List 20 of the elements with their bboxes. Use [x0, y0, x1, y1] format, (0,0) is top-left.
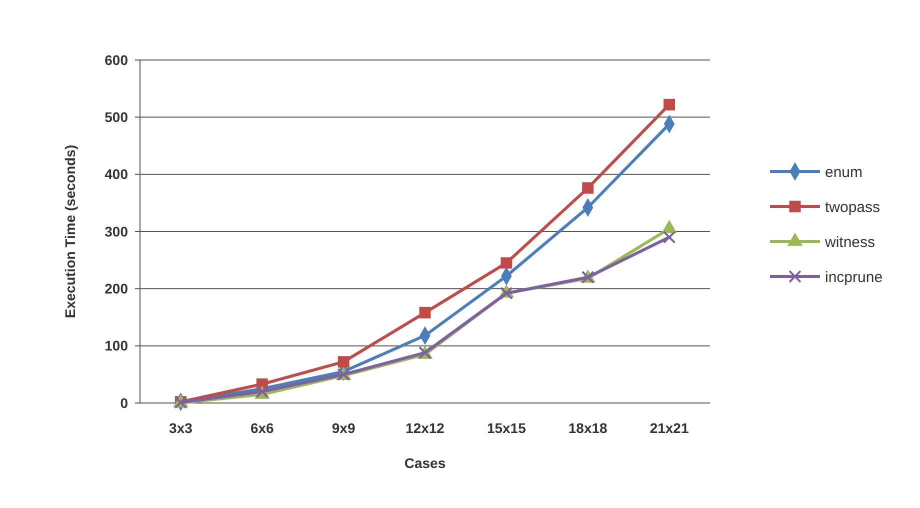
y-tick-label: 600 — [104, 52, 128, 68]
legend-label: witness — [824, 234, 876, 251]
y-tick-label: 300 — [104, 223, 128, 240]
x-tick-label: 9x9 — [332, 420, 356, 436]
x-tick-label: 3x3 — [169, 420, 193, 436]
x-tick-label: 15x15 — [486, 420, 526, 436]
y-tick-label: 200 — [104, 280, 128, 297]
x-tick-label: 18x18 — [568, 420, 608, 436]
y-tick-label: 500 — [104, 109, 128, 126]
x-axis-title: Cases — [404, 455, 446, 471]
y-tick-label: 100 — [104, 338, 128, 354]
legend-label: enum — [825, 164, 863, 181]
legend-label: twopass — [825, 198, 880, 216]
y-tick-label: 0 — [120, 394, 128, 411]
x-tick-label: 21x21 — [650, 420, 689, 436]
y-axis-title: Execution Time (seconds) — [62, 144, 78, 318]
legend-label: incprune — [825, 268, 883, 286]
x-tick-label: 12x12 — [406, 420, 445, 436]
y-tick-label: 400 — [104, 166, 128, 182]
x-tick-label: 6x6 — [250, 420, 274, 436]
